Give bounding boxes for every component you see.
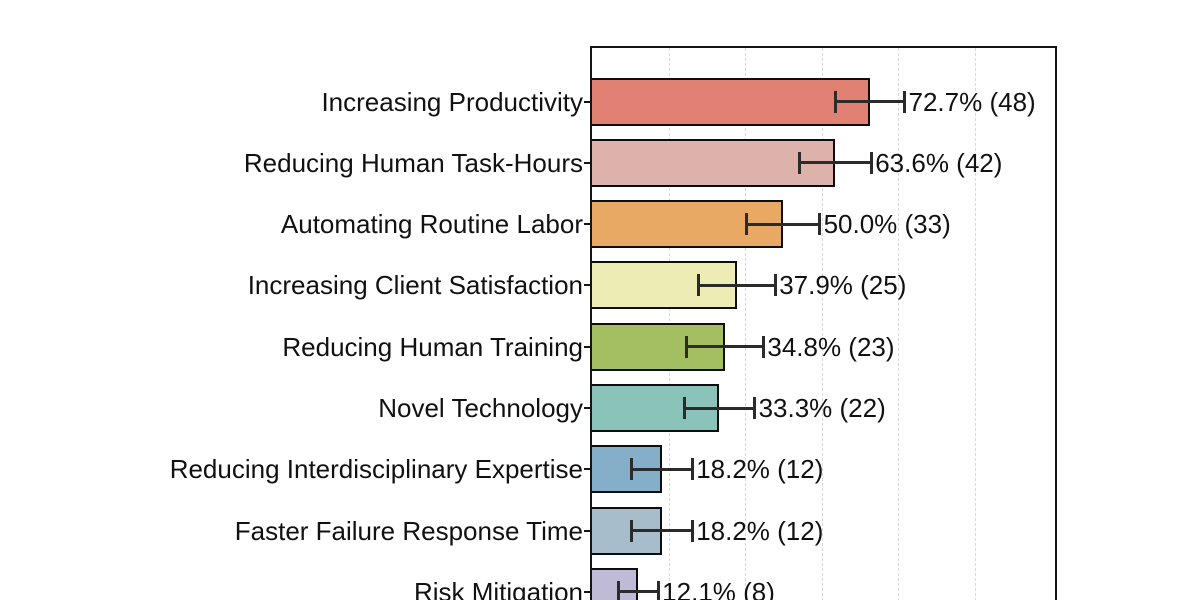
error-cap-right <box>903 90 906 113</box>
value-label: 50.0% (33) <box>823 209 951 240</box>
error-cap-right <box>690 519 694 542</box>
error-cap-left <box>629 458 633 481</box>
error-cap-left <box>682 397 686 419</box>
error-cap-left <box>797 151 801 174</box>
category-label: Reducing Interdisciplinary Expertise <box>169 454 583 485</box>
error-bar <box>631 529 693 533</box>
error-cap-left <box>834 90 838 113</box>
error-cap-left <box>745 213 749 236</box>
gridline <box>898 48 899 600</box>
category-label: Reducing Human Training <box>282 331 583 362</box>
value-label: 33.3% (22) <box>758 393 886 423</box>
error-bar <box>686 345 764 349</box>
plot-area: 72.7% (48) 63.6% (42) 50.0% (33) 37.9% (25)… <box>590 46 1057 600</box>
y-axis-tick <box>584 529 591 532</box>
value-label: 63.6% (42) <box>875 147 1003 178</box>
y-axis-tick <box>584 407 591 409</box>
value-label: 12.1% (8) <box>662 576 775 600</box>
error-bar <box>698 283 776 287</box>
value-label: 37.9% (25) <box>779 270 907 301</box>
error-cap-left <box>685 335 689 358</box>
gridline <box>745 48 746 600</box>
bar <box>592 200 784 249</box>
error-bar <box>684 406 755 410</box>
category-label: Increasing Client Satisfaction <box>247 270 583 301</box>
error-cap-right <box>761 335 765 358</box>
error-bar <box>631 467 693 471</box>
error-cap-right <box>753 397 757 419</box>
error-cap-right <box>773 274 777 297</box>
error-bar <box>618 590 659 594</box>
y-axis-tick <box>584 284 591 287</box>
gridline <box>974 48 976 600</box>
bar <box>592 77 871 126</box>
category-label: Increasing Productivity <box>321 86 583 117</box>
error-cap-left <box>616 580 620 600</box>
value-label: 18.2% (12) <box>696 454 824 485</box>
y-axis-tick <box>584 590 591 593</box>
category-label: Reducing Human Task-Hours <box>243 147 583 178</box>
error-cap-left <box>697 274 701 297</box>
category-label: Novel Technology <box>378 393 583 423</box>
category-label: Risk Mitigation <box>413 576 583 600</box>
y-axis-tick <box>584 161 591 164</box>
y-axis-tick <box>584 468 591 471</box>
y-axis-tick <box>584 223 591 226</box>
error-cap-right <box>656 580 660 600</box>
error-bar <box>799 161 872 165</box>
bar <box>592 567 639 600</box>
y-axis-tick <box>584 345 591 348</box>
value-label: 34.8% (23) <box>767 331 895 362</box>
category-label: Faster Failure Response Time <box>234 515 583 546</box>
error-cap-right <box>690 458 694 481</box>
value-label: 72.7% (48) <box>908 86 1036 117</box>
gridline <box>821 48 823 600</box>
value-label: 18.2% (12) <box>696 515 824 546</box>
error-bar <box>835 100 905 103</box>
error-cap-right <box>818 213 822 236</box>
category-label: Automating Routine Labor <box>280 209 583 240</box>
error-cap-right <box>869 151 873 174</box>
error-bar <box>746 222 820 226</box>
y-axis-tick <box>584 100 591 103</box>
error-cap-left <box>629 519 633 542</box>
